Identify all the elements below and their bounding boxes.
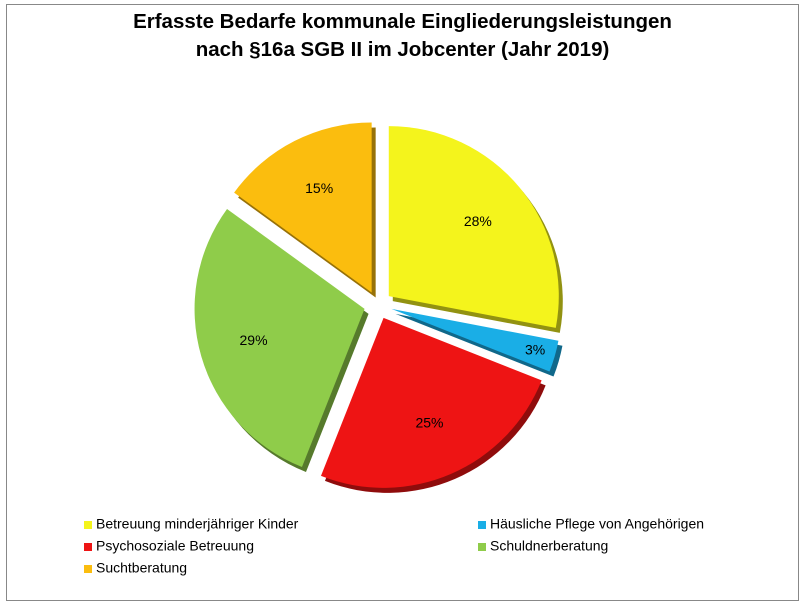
chart-title: Erfasste Bedarfe kommunale Eingliederung… <box>133 10 672 61</box>
legend-swatch <box>84 543 92 551</box>
data-label: 28% <box>464 213 492 229</box>
slice <box>388 126 559 328</box>
slice <box>320 317 542 488</box>
slice <box>194 208 365 467</box>
slice <box>234 122 372 293</box>
slice-depth <box>395 313 563 377</box>
legend-swatch <box>478 521 486 529</box>
legend-swatch <box>84 521 92 529</box>
data-label: 29% <box>240 332 268 348</box>
slice <box>391 308 559 372</box>
legend-label: Suchtberatung <box>96 560 187 576</box>
legend-swatch <box>478 543 486 551</box>
legend-swatch <box>84 565 92 573</box>
data-label: 25% <box>415 415 443 431</box>
chart-frame <box>6 4 799 601</box>
legend-label: Psychosoziale Betreuung <box>96 538 254 554</box>
legend-label: Häusliche Pflege von Angehörigen <box>490 516 704 532</box>
data-label: 15% <box>305 180 333 196</box>
legend-label: Schuldnerberatung <box>490 538 608 554</box>
legend-label: Betreuung minderjähriger Kinder <box>96 516 299 532</box>
data-label: 3% <box>525 341 545 357</box>
